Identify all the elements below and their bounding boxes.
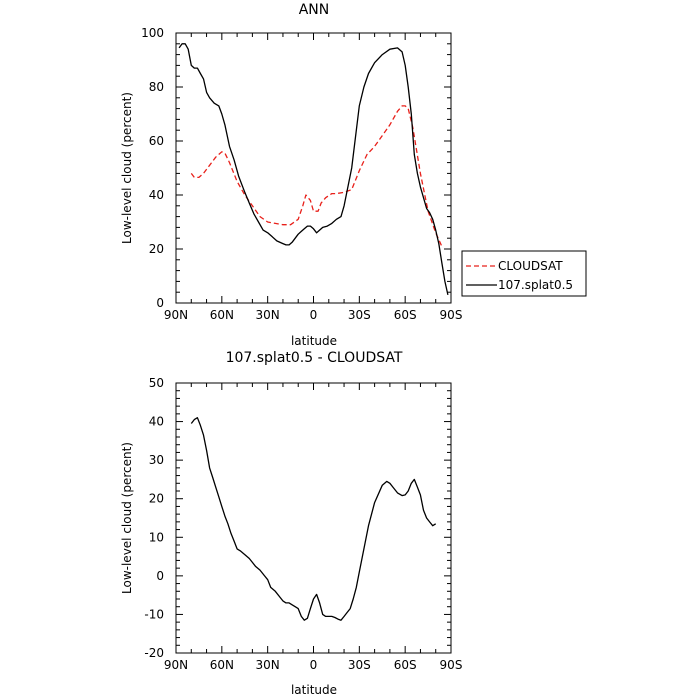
bottom-y-tick-label: -10 — [144, 607, 164, 621]
legend: CLOUDSAT 107.splat0.5 — [461, 250, 587, 297]
top-series-107-splat0-5 — [178, 43, 449, 296]
top-x-tick-label: 60S — [394, 308, 417, 322]
legend-entry-model: 107.splat0.5 — [498, 278, 573, 292]
bottom-series-difference — [190, 417, 437, 621]
bottom-y-tick-label: 20 — [149, 492, 164, 506]
top-x-axis-label: latitude — [291, 334, 337, 348]
bottom-y-tick-label: 40 — [149, 415, 164, 429]
legend-entry-cloudsat: CLOUDSAT — [498, 259, 563, 273]
bottom-plot-frame — [175, 382, 452, 654]
top-x-tick-label: 0 — [310, 308, 318, 322]
bottom-x-tick-label: 30N — [256, 658, 280, 672]
top-y-tick-label: 80 — [149, 80, 164, 94]
bottom-x-tick-label: 90N — [164, 658, 188, 672]
top-x-tick-label: 30S — [348, 308, 371, 322]
legend-box — [461, 250, 587, 297]
top-y-tick-label: 0 — [156, 296, 164, 310]
top-y-tick-label: 60 — [149, 134, 164, 148]
top-x-tick-label: 60N — [210, 308, 234, 322]
top-plot-frame — [175, 32, 452, 304]
bottom-y-tick-label: -20 — [144, 646, 164, 660]
bottom-x-tick-label: 30S — [348, 658, 371, 672]
top-y-tick-label: 100 — [141, 26, 164, 40]
bottom-chart-title: 107.splat0.5 - CLOUDSAT — [226, 350, 403, 366]
bottom-y-tick-label: 50 — [149, 376, 164, 390]
top-x-tick-label: 90N — [164, 308, 188, 322]
bottom-panel: 107.splat0.5 - CLOUDSAT latitude Low-lev… — [120, 350, 462, 697]
top-y-axis-label: Low-level cloud (percent) — [120, 92, 134, 244]
bottom-x-tick-label: 90S — [440, 658, 463, 672]
bottom-x-tick-label: 0 — [310, 658, 318, 672]
top-panel: ANN latitude Low-level cloud (percent) 9… — [120, 2, 587, 348]
bottom-y-axis-label: Low-level cloud (percent) — [120, 442, 134, 594]
bottom-y-tick-label: 10 — [149, 530, 164, 544]
top-chart-title: ANN — [299, 2, 330, 18]
top-x-tick-label: 90S — [440, 308, 463, 322]
top-series-cloudsat — [190, 105, 443, 247]
bottom-x-axis-label: latitude — [291, 683, 337, 697]
bottom-y-tick-label: 0 — [156, 569, 164, 583]
bottom-x-tick-label: 60N — [210, 658, 234, 672]
top-y-tick-label: 20 — [149, 242, 164, 256]
top-y-tick-label: 40 — [149, 188, 164, 202]
top-x-tick-label: 30N — [256, 308, 280, 322]
bottom-x-tick-label: 60S — [394, 658, 417, 672]
bottom-y-tick-label: 30 — [149, 453, 164, 467]
